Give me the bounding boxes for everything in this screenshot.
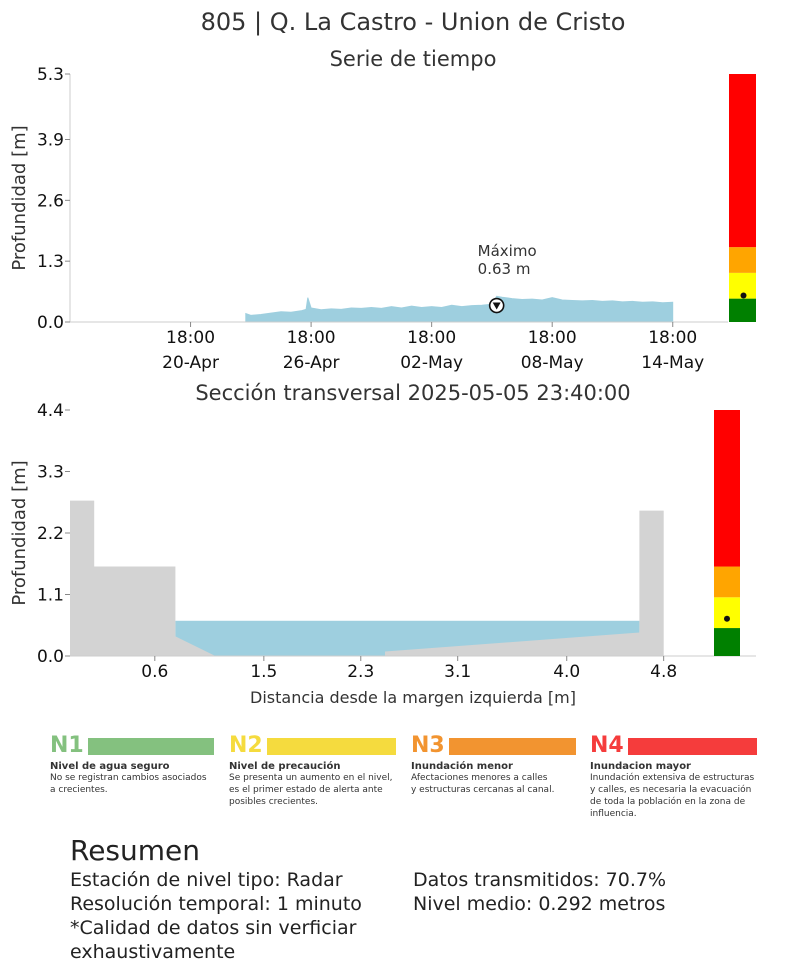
x-tick-label: 2.3 <box>347 662 374 682</box>
summary-line: Nivel medio: 0.292 metros <box>413 893 666 915</box>
legend-code: N2 <box>229 733 263 758</box>
legend-level-name: Inundación menor <box>411 761 513 772</box>
summary-title: Resumen <box>70 834 201 867</box>
maximum-marker-triangle <box>492 302 501 310</box>
y-tick-label: 2.6 <box>37 191 64 211</box>
legend-code: N4 <box>590 733 624 758</box>
alert-band-n4 <box>729 74 756 248</box>
maximum-label: Máximo <box>478 242 537 260</box>
legend-color-bar <box>266 737 396 755</box>
summary-line: Resolución temporal: 1 minuto <box>70 893 362 915</box>
terrain-area <box>70 500 664 656</box>
legend-header: N3 <box>411 735 576 757</box>
legend-header: N2 <box>229 735 396 757</box>
y-tick-label: 1.3 <box>37 252 64 272</box>
legend-level-name: Inundacion mayor <box>590 761 691 772</box>
legend-code: N1 <box>50 733 84 758</box>
alert-band-n1 <box>729 298 756 322</box>
current-level-dot <box>724 615 730 622</box>
y-axis-title: Profundidad [m] <box>9 460 30 605</box>
summary-panel: Resumen Estación de nivel tipo: Radar Re… <box>70 834 790 964</box>
summary-line: *Calidad de datos sin verficiar <box>70 917 357 939</box>
alert-band-n3 <box>729 247 756 273</box>
y-tick-label: 3.9 <box>37 131 64 151</box>
x-tick-time: 18:00 <box>528 328 577 348</box>
y-tick-label: 4.4 <box>37 401 64 421</box>
legend-item-n4: N4 Inundacion mayor Inundación extensiva d… <box>590 735 757 835</box>
legend-item-n3: N3 Inundación menor Afectaciones menores a… <box>411 735 576 835</box>
x-tick-date: 20-Apr <box>162 353 219 373</box>
summary-left-column: Estación de nivel tipo: Radar Resolución… <box>70 868 413 964</box>
y-tick-label: 1.1 <box>37 586 64 606</box>
legend-level-name: Nivel de agua seguro <box>50 761 170 772</box>
maximum-value: 0.63 m <box>478 260 531 278</box>
y-tick-label: 3.3 <box>37 463 64 483</box>
depth-series-area <box>245 295 674 323</box>
summary-line: Estación de nivel tipo: Radar <box>70 869 343 891</box>
legend-description-line: a crecientes. <box>50 785 108 795</box>
summary-line: Datos transmitidos: 70.7% <box>413 869 667 891</box>
current-level-dot <box>740 292 747 299</box>
legend-color-bar <box>448 737 576 755</box>
legend-description-line: Se presenta un aumento en el nivel, <box>229 773 393 783</box>
legend-item-n2: N2 Nivel de precaución Se presenta un aume… <box>229 735 396 835</box>
x-tick-label: 0.6 <box>141 662 168 682</box>
main-title: 805 | Q. La Castro - Union de Cristo <box>201 8 626 36</box>
time-series-title: Serie de tiempo <box>330 47 497 71</box>
alert-band-n1 <box>714 628 740 656</box>
x-tick-date: 08-May <box>521 353 584 373</box>
alert-band-n2 <box>714 597 740 629</box>
legend-item-n1: N1 Nivel de agua seguro No se registran ca… <box>50 735 214 835</box>
x-tick-label: 3.1 <box>444 662 471 682</box>
cross-section-title: Sección transversal 2025-05-05 23:40:00 <box>195 381 630 405</box>
y-axis-title: Profundidad [m] <box>9 125 30 270</box>
x-tick-time: 18:00 <box>648 328 697 348</box>
legend-description-line: influencia. <box>590 809 637 819</box>
legend-description-line: de toda la población en la zona de <box>590 797 746 807</box>
legend-description-line: No se registran cambios asociados <box>50 773 207 783</box>
x-tick-time: 18:00 <box>407 328 456 348</box>
x-tick-label: 4.0 <box>553 662 580 682</box>
y-tick-label: 0.0 <box>37 313 64 333</box>
legend-description-line: posibles crecientes. <box>229 797 319 807</box>
legend-description-line: Inundación extensiva de estructuras <box>590 773 755 783</box>
legend-description-line: Afectaciones menores a calles <box>411 773 548 783</box>
x-tick-label: 4.8 <box>650 662 677 682</box>
alert-band-n4 <box>714 410 740 567</box>
alert-band-n3 <box>714 566 740 598</box>
charts-svg: 805 | Q. La Castro - Union de Cristo Ser… <box>9 8 756 707</box>
y-tick-label: 5.3 <box>37 65 64 85</box>
legend-color-bar <box>627 737 757 755</box>
x-tick-date: 02-May <box>400 353 463 373</box>
legend-code: N3 <box>411 733 445 758</box>
x-tick-date: 14-May <box>641 353 704 373</box>
y-tick-label: 0.0 <box>37 647 64 667</box>
summary-line: exhaustivamente <box>70 941 236 963</box>
legend-color-bar <box>87 737 214 755</box>
legend-description-line: es el primer estado de alerta ante <box>229 785 383 795</box>
x-tick-label: 1.5 <box>250 662 277 682</box>
legend-description-line: y calles, es necesaria la evacuación <box>590 785 752 795</box>
x-axis-title: Distancia desde la margen izquierda [m] <box>250 688 576 707</box>
x-tick-time: 18:00 <box>166 328 215 348</box>
legend-header: N4 <box>590 735 757 757</box>
legend-level-name: Nivel de precaución <box>229 761 341 772</box>
legend-header: N1 <box>50 735 214 757</box>
summary-right-column: Datos transmitidos: 70.7% Nivel medio: 0… <box>413 868 666 964</box>
legend-description-line: y estructuras cercanas al canal. <box>411 785 555 795</box>
x-tick-date: 26-Apr <box>283 353 340 373</box>
x-tick-time: 18:00 <box>287 328 336 348</box>
y-tick-label: 2.2 <box>37 524 64 544</box>
